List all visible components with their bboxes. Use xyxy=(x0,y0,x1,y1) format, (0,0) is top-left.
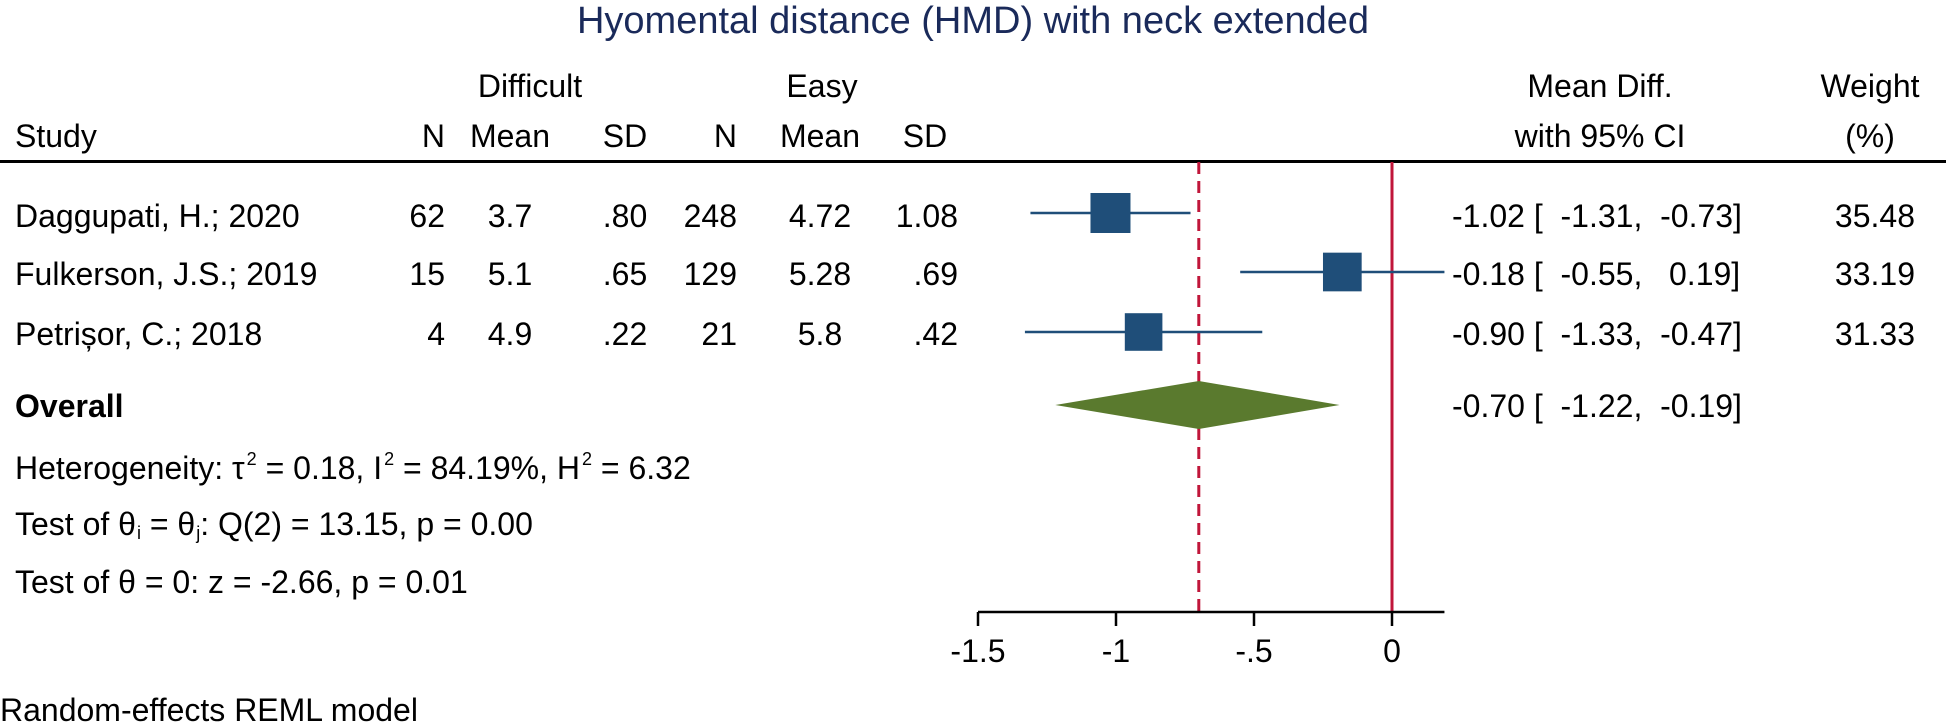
overall-ci-text: -0.70 [ -1.22, -0.19] xyxy=(1452,388,1742,424)
study-weight: 35.48 xyxy=(1834,198,1915,234)
test-theta-i-text: Test of θi = θj: Q(2) = 13.15, p = 0.00 xyxy=(15,506,533,543)
study-effect-marker xyxy=(1090,193,1131,233)
study-n-difficult: 15 xyxy=(409,256,445,292)
study-mean-difficult: 5.1 xyxy=(487,256,533,292)
study-sd-difficult: .65 xyxy=(602,256,648,292)
study-ci-text: -0.18 [ -0.55, 0.19] xyxy=(1452,256,1741,292)
study-mean-difficult: 4.9 xyxy=(487,316,533,352)
col-header-n-difficult: N xyxy=(421,118,445,154)
footnote: Random-effects REML model xyxy=(0,692,418,728)
study-name: Daggupati, H.; 2020 xyxy=(15,198,300,234)
x-tick-label: 0 xyxy=(1383,633,1401,669)
x-tick-label: -1 xyxy=(1102,633,1130,669)
study-n-easy: 21 xyxy=(701,316,737,352)
group-header-difficult: Difficult xyxy=(477,68,583,104)
col-header-sd-difficult: SD xyxy=(602,118,648,154)
study-n-easy: 129 xyxy=(683,256,737,292)
x-tick-label: -1.5 xyxy=(950,633,1005,669)
col-header-sd-easy: SD xyxy=(902,118,948,154)
x-tick-label: -.5 xyxy=(1235,633,1272,669)
col-header-mean-difficult: Mean xyxy=(469,118,551,154)
col-header-mean-easy: Mean xyxy=(779,118,861,154)
col-header-study: Study xyxy=(15,118,97,154)
study-weight: 31.33 xyxy=(1834,316,1915,352)
study-weight: 33.19 xyxy=(1834,256,1915,292)
study-ci-text: -0.90 [ -1.33, -0.47] xyxy=(1452,316,1742,352)
study-sd-easy: .69 xyxy=(913,256,958,292)
col-header-effect-line2: with 95% CI xyxy=(1514,118,1686,154)
col-header-weight-line2: (%) xyxy=(1845,118,1895,154)
test-theta-text: Test of θ = 0: z = -2.66, p = 0.01 xyxy=(15,564,468,600)
study-mean-easy: 4.72 xyxy=(788,198,852,234)
col-header-effect-line1: Mean Diff. xyxy=(1527,68,1673,104)
study-name: Petrișor, C.; 2018 xyxy=(15,316,263,352)
study-effect-marker xyxy=(1124,313,1163,351)
col-header-weight-line1: Weight xyxy=(1820,68,1920,104)
header-rule xyxy=(0,160,1946,163)
study-name: Fulkerson, J.S.; 2019 xyxy=(15,256,318,292)
study-mean-easy: 5.8 xyxy=(797,316,843,352)
study-sd-easy: 1.08 xyxy=(895,198,958,234)
overall-label: Overall xyxy=(15,388,124,424)
study-n-difficult: 62 xyxy=(409,198,445,234)
study-n-easy: 248 xyxy=(683,198,737,234)
study-ci-text: -1.02 [ -1.31, -0.73] xyxy=(1452,198,1742,234)
group-header-easy: Easy xyxy=(786,68,858,104)
col-header-n-easy: N xyxy=(713,118,737,154)
study-sd-easy: .42 xyxy=(913,316,958,352)
study-mean-easy: 5.28 xyxy=(788,256,852,292)
chart-title: Hyomental distance (HMD) with neck exten… xyxy=(576,0,1369,42)
study-sd-difficult: .22 xyxy=(602,316,648,352)
overall-diamond xyxy=(1055,381,1340,429)
study-n-difficult: 4 xyxy=(427,316,445,352)
study-effect-marker xyxy=(1322,252,1362,292)
study-sd-difficult: .80 xyxy=(602,198,648,234)
study-mean-difficult: 3.7 xyxy=(487,198,533,234)
